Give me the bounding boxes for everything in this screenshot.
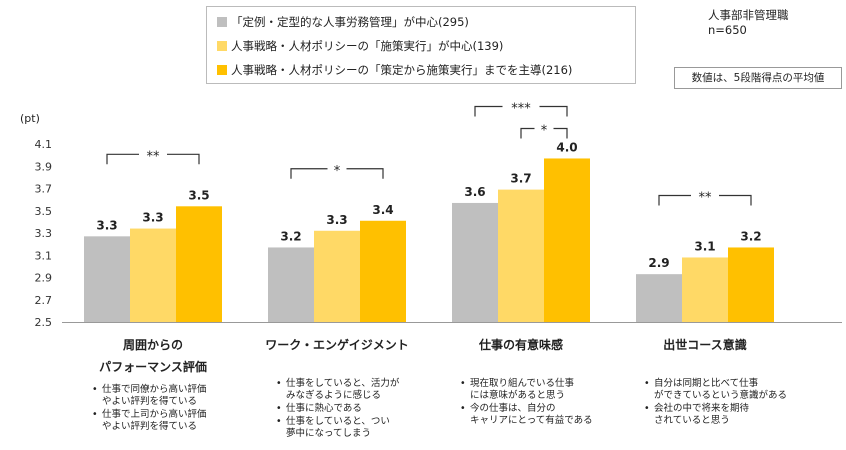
legend-label-execution: 人事戦略・人材ポリシーの「施策実行」が中心(139) [231, 39, 504, 53]
bar [130, 228, 176, 322]
y-tick-label: 3.5 [35, 205, 53, 218]
bracket-gap [534, 126, 554, 131]
bar-value-label: 3.5 [188, 188, 209, 202]
category-title: 仕事の有意味感 [431, 334, 611, 356]
category-description: 現在取り組んでいる仕事には意味があると思う今の仕事は、自分のキャリアにとって有益… [460, 378, 593, 428]
bar [360, 220, 406, 322]
legend-item-execution: 人事戦略・人材ポリシーの「施策実行」が中心(139) [217, 38, 503, 54]
bracket-gap [502, 104, 540, 109]
bar [452, 202, 498, 322]
note-box: 数値は、5段階得点の平均値 [674, 67, 842, 89]
legend-swatch-routine [217, 17, 227, 27]
legend-swatch-lead [217, 65, 227, 75]
y-tick-label: 4.1 [35, 138, 53, 151]
bar-value-label: 3.2 [280, 229, 301, 243]
significance-label: * [541, 123, 548, 138]
category-description: 仕事をしていると、活力がみなぎるように感じる仕事に熱心である仕事をしていると、つ… [276, 378, 399, 441]
bar [544, 158, 590, 322]
bar [268, 247, 314, 322]
legend: 「定例・定型的な人事労務管理」が中心(295) 人事戦略・人材ポリシーの「施策実… [206, 6, 636, 84]
category-description: 仕事で同僚から高い評価やよい評判を得ている仕事で上司から高い評価やよい評判を得て… [92, 384, 207, 434]
y-tick-label: 2.7 [35, 294, 53, 307]
significance-label: ** [699, 190, 713, 205]
sample-size: n=650 [708, 23, 747, 37]
bar-value-label: 4.0 [556, 140, 577, 154]
bar [314, 230, 360, 322]
bar [498, 189, 544, 322]
sample-info: 人事部非管理職 n=650 [708, 8, 789, 38]
y-tick-label: 2.9 [35, 272, 53, 285]
bracket-gap [691, 193, 719, 198]
bar-value-label: 3.7 [510, 172, 531, 186]
category-title: 周囲からのパフォーマンス評価 [63, 334, 243, 378]
bar-value-label: 3.6 [464, 185, 485, 199]
bar-value-label: 3.3 [326, 213, 347, 227]
bar-value-label: 3.1 [694, 239, 715, 253]
bar-value-label: 3.3 [142, 211, 163, 225]
description-item: 仕事に熱心である [276, 403, 399, 415]
category-title-line: 出世コース意識 [663, 338, 747, 352]
bar-value-label: 3.2 [740, 229, 761, 243]
y-tick-label: 3.9 [35, 160, 53, 173]
category-title: ワーク・エンゲイジメント [247, 334, 427, 356]
category-title: 出世コース意識 [615, 334, 795, 356]
y-tick-label: 2.5 [35, 316, 53, 329]
legend-swatch-execution [217, 41, 227, 51]
legend-label-lead: 人事戦略・人材ポリシーの「策定から施策実行」までを主導(216) [231, 63, 573, 77]
category-description: 自分は同期と比べて仕事ができているという意識がある会社の中で将来を期待されている… [644, 378, 787, 428]
significance-label: *** [511, 101, 531, 116]
bar-value-label: 3.3 [96, 218, 117, 232]
bar-value-label: 2.9 [648, 256, 669, 270]
y-axis-unit: (pt) [20, 112, 40, 125]
category-title-line: 周囲からの [122, 338, 183, 352]
category-title-line: パフォーマンス評価 [99, 360, 207, 374]
significance-label: * [334, 164, 341, 179]
category-title-line: ワーク・エンゲイジメント [265, 338, 409, 352]
category-title-line: 仕事の有意味感 [478, 338, 563, 352]
bar [176, 206, 222, 322]
y-tick-label: 3.7 [35, 183, 53, 196]
bracket-gap [327, 166, 347, 171]
bar [682, 257, 728, 322]
legend-item-routine: 「定例・定型的な人事労務管理」が中心(295) [217, 14, 469, 30]
significance-label: ** [147, 149, 161, 164]
bar [84, 236, 130, 322]
bar-value-label: 3.4 [372, 203, 393, 217]
y-tick-label: 3.1 [35, 249, 53, 262]
y-tick-label: 3.3 [35, 227, 53, 240]
respondents-label: 人事部非管理職 [708, 8, 789, 22]
bracket-gap [139, 152, 167, 157]
legend-item-lead: 人事戦略・人材ポリシーの「策定から施策実行」までを主導(216) [217, 62, 572, 78]
legend-label-routine: 「定例・定型的な人事労務管理」が中心(295) [231, 15, 469, 29]
bar [636, 274, 682, 322]
bar [728, 247, 774, 322]
